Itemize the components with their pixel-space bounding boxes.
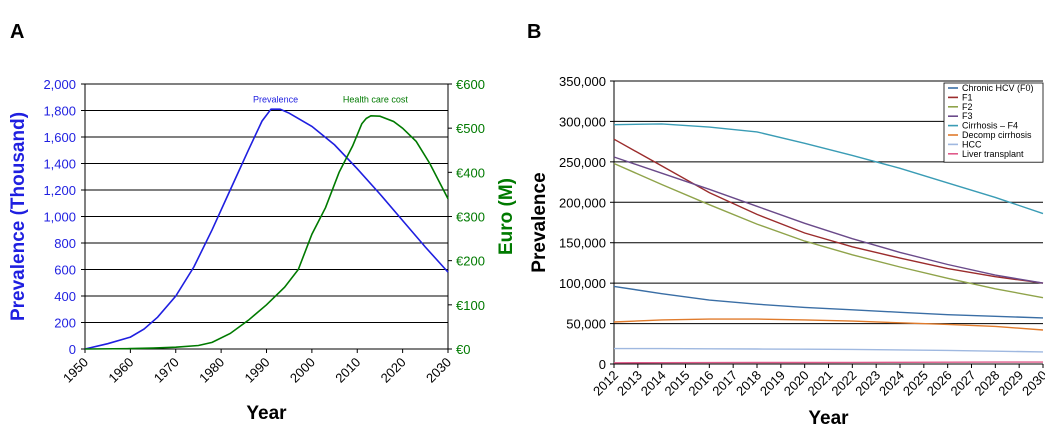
y2-tick-label-a: €200 bbox=[456, 254, 485, 269]
x-tick-label-a: 1950 bbox=[60, 355, 91, 386]
y-tick-label-b: 0 bbox=[599, 357, 606, 372]
x-tick-label-b: 2012 bbox=[590, 368, 621, 399]
legend-label-0: Chronic HCV (F0) bbox=[962, 83, 1034, 93]
y2-tick-label-a: €0 bbox=[456, 342, 470, 357]
y-tick-label-b: 200,000 bbox=[559, 195, 606, 210]
x-tick-label-b: 2017 bbox=[709, 368, 740, 399]
x-tick-label-b: 2013 bbox=[614, 368, 645, 399]
legend-label-2: F2 bbox=[962, 102, 973, 112]
y-tick-label-a: 400 bbox=[54, 289, 76, 304]
series-line-2 bbox=[613, 162, 1044, 299]
x-tick-label-a: 2030 bbox=[423, 355, 454, 386]
chart-b: 0 50,000 100,000 150,000 200,000 250,000 300,0… bbox=[529, 74, 1045, 428]
x-tick-label-b: 2016 bbox=[685, 368, 716, 399]
y2-tick-label-a: €100 bbox=[456, 298, 485, 313]
x-tick-label-a: 2020 bbox=[378, 355, 409, 386]
series-line-3 bbox=[613, 156, 1044, 284]
panel-b-letter: B bbox=[527, 21, 541, 43]
y-tick-label-b: 250,000 bbox=[559, 155, 606, 170]
x-tick-label-a: 1990 bbox=[242, 355, 273, 386]
y-tick-label-b: 350,000 bbox=[559, 74, 606, 89]
y-tick-label-b: 100,000 bbox=[559, 276, 606, 291]
y-tick-label-b: 150,000 bbox=[559, 236, 606, 251]
legend-label-4: Cirrhosis – F4 bbox=[962, 121, 1018, 131]
y2-tick-label-a: €500 bbox=[456, 121, 485, 136]
legend-label-3: F3 bbox=[962, 111, 973, 121]
y-tick-label-a: 1,600 bbox=[43, 130, 76, 145]
series-line-6 bbox=[614, 347, 1044, 353]
panel-a-letter: A bbox=[10, 21, 24, 43]
series-line-4 bbox=[613, 123, 1044, 215]
y2-tick-label-a: €600 bbox=[456, 77, 485, 92]
y-tick-label-a: 1,400 bbox=[43, 157, 76, 172]
y-tick-label-b: 300,000 bbox=[559, 114, 606, 129]
x-tick-label-b: 2029 bbox=[995, 368, 1026, 399]
y-tick-label-a: 0 bbox=[69, 342, 76, 357]
x-tick-label-b: 2019 bbox=[757, 368, 788, 399]
x-tick-label-b: 2014 bbox=[638, 368, 669, 399]
legend-label-6: HCC bbox=[962, 139, 982, 149]
y-tick-label-a: 600 bbox=[54, 263, 76, 278]
x-tick-label-b: 2028 bbox=[971, 368, 1002, 399]
annotation-prevalence: Prevalence bbox=[253, 95, 298, 105]
y-tick-label-a: 1,000 bbox=[43, 210, 76, 225]
series-line-cost bbox=[84, 114, 449, 350]
x-tick-label-b: 2024 bbox=[876, 368, 907, 399]
series-line-0 bbox=[613, 285, 1044, 319]
legend-box bbox=[943, 82, 1044, 163]
y2-tick-label-a: €300 bbox=[456, 210, 485, 225]
x-tick-label-a: 2010 bbox=[332, 355, 363, 386]
legend-label-5: Decomp cirrhosis bbox=[962, 130, 1032, 140]
y-tick-label-a: 1,800 bbox=[43, 104, 76, 119]
series-line-prevalence bbox=[84, 108, 449, 350]
x-tick-label-b: 2023 bbox=[852, 368, 883, 399]
x-tick-label-b: 2021 bbox=[805, 368, 836, 399]
legend-label-7: Liver transplant bbox=[962, 149, 1024, 159]
x-tick-label-a: 1960 bbox=[105, 355, 136, 386]
x-tick-label-a: 1980 bbox=[196, 355, 227, 386]
x-axis-title-a: Year bbox=[246, 403, 287, 424]
x-tick-label-b: 2020 bbox=[781, 368, 812, 399]
y-tick-label-a: 2,000 bbox=[43, 77, 76, 92]
x-tick-label-b: 2030 bbox=[1019, 368, 1045, 399]
y-tick-label-a: 200 bbox=[54, 316, 76, 331]
x-tick-label-a: 2000 bbox=[287, 355, 318, 386]
y2-axis-title-a: Euro (M) bbox=[496, 178, 517, 255]
y-tick-label-a: 800 bbox=[54, 236, 76, 251]
series-line-1 bbox=[613, 138, 1044, 284]
series-line-5 bbox=[613, 318, 1044, 331]
y2-tick-label-a: €400 bbox=[456, 165, 485, 180]
x-tick-label-b: 2015 bbox=[662, 368, 693, 399]
y-axis-title-b: Prevalence bbox=[529, 172, 550, 272]
x-tick-label-a: 1970 bbox=[151, 355, 182, 386]
y-tick-label-a: 1,200 bbox=[43, 183, 76, 198]
x-axis-title-b: Year bbox=[808, 408, 849, 428]
series-line-7 bbox=[613, 361, 1043, 364]
x-tick-label-b: 2018 bbox=[733, 368, 764, 399]
y-tick-label-b: 50,000 bbox=[566, 317, 606, 332]
chart-a: 0 200 400 600 800 1,000 1,200 1,400 1,600 1,800 2,… bbox=[8, 77, 517, 424]
x-tick-label-b: 2026 bbox=[924, 368, 955, 399]
x-tick-label-b: 2027 bbox=[948, 368, 979, 399]
legend-label-1: F1 bbox=[962, 92, 973, 102]
annotation-cost: Health care cost bbox=[343, 95, 409, 105]
x-tick-label-b: 2025 bbox=[900, 368, 931, 399]
y-axis-title-a: Prevalence (Thousand) bbox=[8, 112, 29, 321]
x-tick-label-b: 2022 bbox=[828, 368, 859, 399]
